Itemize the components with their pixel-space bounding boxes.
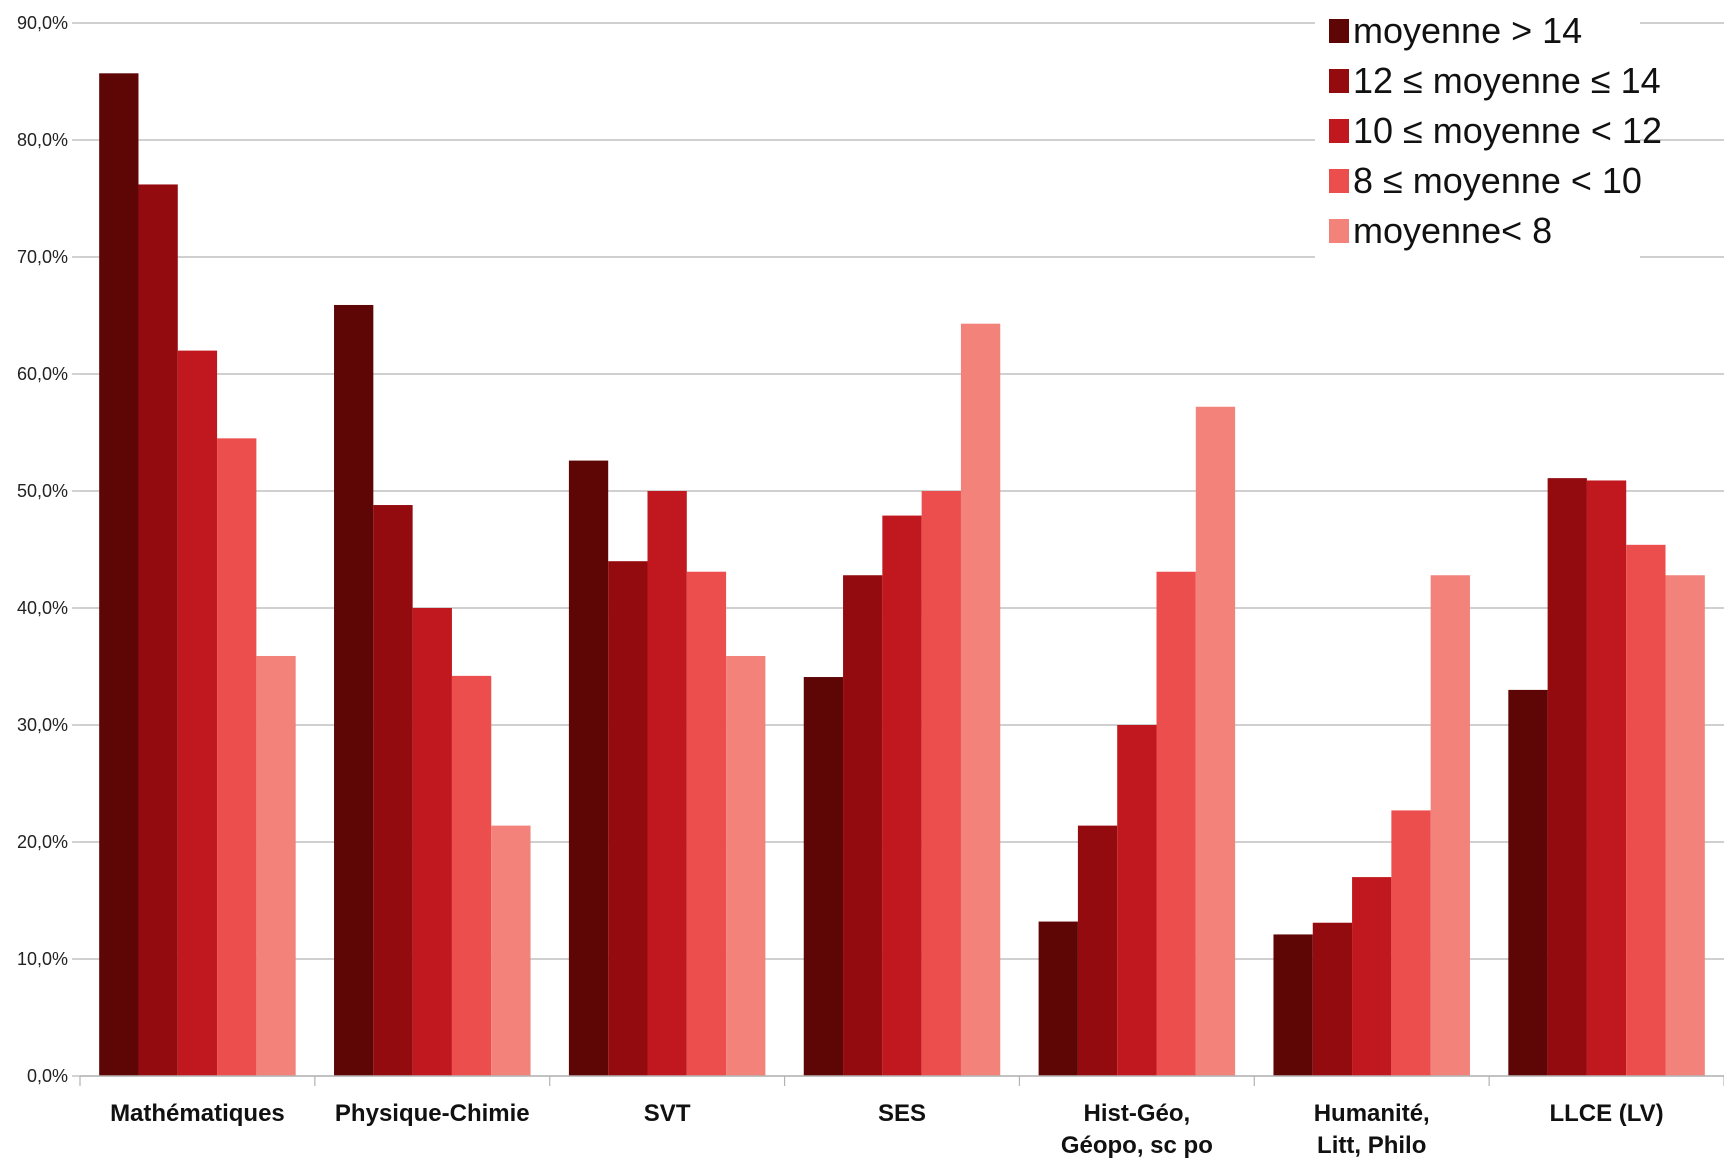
legend-label: 10 ≤ moyenne < 12 [1353,110,1662,151]
bar [1273,934,1313,1076]
bar [1626,544,1666,1076]
bar [1391,810,1431,1076]
legend-box [1315,4,1640,262]
category-label: Physique-Chimie [335,1100,530,1127]
bar [1312,922,1353,1076]
bar [1430,575,1470,1076]
legend-label: moyenne > 14 [1353,10,1582,51]
legend-swatch [1329,19,1349,43]
bar [256,655,296,1076]
category-label: Mathématiques [110,1100,285,1127]
bar [1077,825,1118,1076]
y-tick-label: 20,0% [17,832,68,852]
bar [99,73,139,1076]
bar [373,505,413,1076]
bar [686,571,727,1076]
bar [1117,725,1157,1076]
bar [921,491,961,1076]
bar [177,350,218,1077]
category-label: Humanité, [1314,1100,1430,1127]
y-tick-label: 0,0% [27,1066,68,1086]
bars [99,73,1705,1077]
y-tick-label: 80,0% [17,130,68,150]
y-tick-label: 30,0% [17,715,68,735]
y-tick-label: 70,0% [17,247,68,267]
bar [1586,480,1627,1077]
y-tick-label: 60,0% [17,364,68,384]
y-tick-label: 50,0% [17,481,68,501]
bar [882,515,922,1076]
bar [647,491,687,1076]
legend-swatch [1329,219,1349,243]
category-label: Géopo, sc po [1061,1132,1213,1159]
category-label: Litt, Philo [1317,1132,1426,1159]
bar [334,304,374,1077]
bar [1547,478,1587,1076]
legend-label: moyenne< 8 [1353,210,1552,251]
bar [608,561,648,1076]
bar [843,575,883,1076]
bar [1665,575,1705,1076]
category-label: LLCE (LV) [1549,1100,1663,1127]
x-axis [79,1075,1724,1086]
legend-label: 8 ≤ moyenne < 10 [1353,160,1642,201]
y-axis-ticks: 0,0% 10,0% 20,0% 30,0% 40,0% 50,0% 60,0% 70,0% 8… [17,13,68,1086]
y-tick-label: 40,0% [17,598,68,618]
legend: moyenne > 14 12 ≤ moyenne ≤ 14 10 ≤ moyenn… [1315,4,1662,262]
category-label: Hist-Géo, [1084,1100,1191,1127]
category-label: SES [878,1100,926,1127]
bar [1195,406,1236,1076]
legend-swatch [1329,119,1349,143]
legend-swatch [1329,69,1349,93]
y-tick-label: 10,0% [17,949,68,969]
bar [451,675,492,1076]
bar [1352,877,1392,1076]
x-axis-labels: Mathématiques Physique-Chimie SVT SES Hist-G… [110,1100,1664,1159]
category-label: SVT [644,1100,691,1127]
legend-swatch [1329,169,1349,193]
bar [1156,571,1196,1076]
bar [491,825,531,1076]
y-tick-label: 90,0% [17,13,68,33]
legend-label: 12 ≤ moyenne ≤ 14 [1353,60,1661,101]
bar [1508,689,1548,1076]
bar [138,184,178,1076]
bar [217,438,257,1077]
bar [1038,921,1078,1076]
bar [960,323,1001,1076]
bar [803,677,844,1076]
bar [412,608,452,1076]
bar [568,460,609,1077]
bar [726,655,766,1076]
